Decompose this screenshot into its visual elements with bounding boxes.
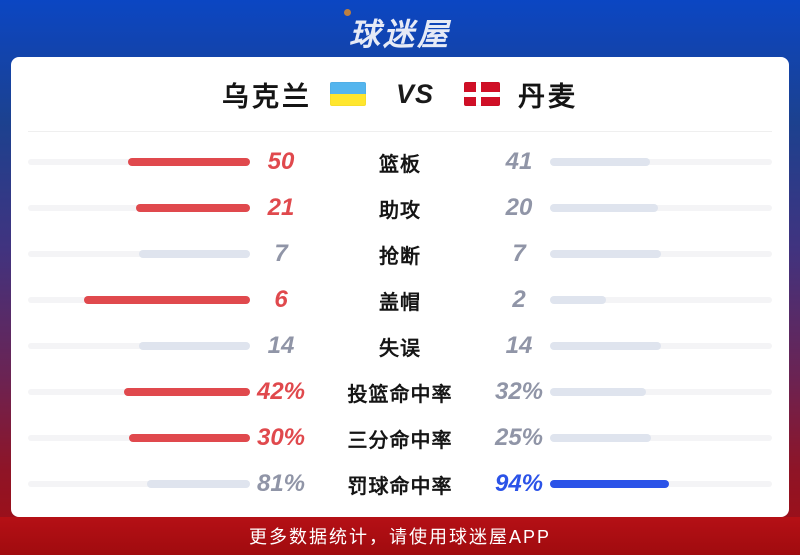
stat-label: 篮板 [379, 153, 421, 176]
home-bar-fill [147, 480, 250, 488]
away-stat-value: 7 [512, 240, 526, 267]
stat-label: 失误 [379, 337, 421, 360]
logo-ball-icon [344, 9, 351, 16]
stat-row: 42% 投篮命中率 32% [28, 369, 772, 415]
stat-row: 21 助攻 20 [28, 185, 772, 231]
header-divider [28, 131, 772, 132]
away-stat-bar [550, 434, 772, 442]
away-bar-fill [550, 204, 659, 212]
stat-row: 50 篮板 41 [28, 139, 772, 185]
home-bar-fill [139, 250, 250, 258]
away-bar-fill [550, 480, 670, 488]
home-team-name: 乌克兰 [221, 81, 312, 112]
away-bar-fill [550, 342, 661, 350]
home-stat-value: 30% [256, 424, 306, 451]
home-bar-fill [128, 434, 250, 442]
footer-banner: 更多数据统计，请使用球迷屋APP [0, 517, 800, 555]
app-logo-text: 球迷屋 [349, 16, 451, 52]
stat-row: 14 失误 14 [28, 323, 772, 369]
home-stat-bar [28, 342, 250, 350]
home-bar-fill [83, 296, 250, 304]
ukraine-flag-icon [329, 82, 366, 106]
away-bar-track [550, 389, 772, 395]
stat-label: 投篮命中率 [347, 383, 453, 406]
home-stat-value: 14 [267, 332, 295, 359]
stats-card: 乌克兰 VS 丹麦 50 篮板 41 21 助攻 20 [11, 57, 789, 517]
away-stat-value: 25% [494, 424, 544, 451]
away-bar-track [550, 159, 772, 165]
home-bar-track [28, 481, 250, 487]
home-stat-bar [28, 434, 250, 442]
away-bar-track [550, 205, 772, 211]
away-bar-fill [550, 296, 606, 304]
stat-row: 30% 三分命中率 25% [28, 415, 772, 461]
denmark-flag-icon [464, 82, 501, 106]
stat-row: 81% 罚球命中率 94% [28, 461, 772, 507]
stat-row: 7 抢断 7 [28, 231, 772, 277]
stat-row: 6 盖帽 2 [28, 277, 772, 323]
home-stat-value: 50 [267, 148, 295, 175]
away-bar-track [550, 435, 772, 441]
footer-cta-text: 更多数据统计，请使用球迷屋APP [248, 527, 552, 547]
home-stat-value: 42% [256, 378, 306, 405]
away-stat-bar [550, 296, 772, 304]
home-stat-bar [28, 388, 250, 396]
away-stat-bar [550, 204, 772, 212]
away-bar-fill [550, 158, 651, 166]
away-stat-value: 94% [494, 470, 544, 497]
away-stat-value: 2 [512, 286, 526, 313]
home-stat-bar [28, 158, 250, 166]
home-stat-value: 21 [267, 194, 295, 221]
stat-label: 盖帽 [379, 291, 421, 314]
away-stat-bar [550, 250, 772, 258]
stat-label: 助攻 [379, 199, 421, 222]
away-bar-track [550, 297, 772, 303]
app-logo: 球迷屋 [0, 9, 800, 52]
home-stat-bar [28, 296, 250, 304]
away-bar-fill [550, 388, 646, 396]
stat-rows: 50 篮板 41 21 助攻 20 7 抢断 7 [11, 132, 789, 507]
away-bar-fill [550, 434, 651, 442]
home-stat-bar [28, 250, 250, 258]
away-stat-bar [550, 388, 772, 396]
stat-label: 三分命中率 [347, 429, 453, 452]
away-bar-track [550, 343, 772, 349]
away-stat-bar [550, 158, 772, 166]
away-team-name: 丹麦 [518, 81, 579, 112]
away-stat-value: 32% [494, 378, 544, 405]
home-stat-value: 7 [274, 240, 288, 267]
away-bar-track [550, 251, 772, 257]
home-stat-bar [28, 204, 250, 212]
away-stat-value: 20 [505, 194, 533, 221]
away-stat-value: 14 [505, 332, 533, 359]
home-stat-value: 6 [274, 286, 288, 313]
home-stat-bar [28, 480, 250, 488]
away-stat-value: 41 [505, 148, 533, 175]
home-stat-value: 81% [256, 470, 306, 497]
away-bar-fill [550, 250, 661, 258]
home-bar-fill [128, 158, 250, 166]
away-stat-bar [550, 342, 772, 350]
stat-label: 罚球命中率 [347, 475, 453, 498]
home-bar-fill [124, 388, 250, 396]
away-stat-bar [550, 480, 772, 488]
match-header: 乌克兰 VS 丹麦 [11, 57, 789, 131]
stat-label: 抢断 [379, 245, 421, 268]
vs-label: VS [395, 78, 435, 109]
home-bar-fill [139, 342, 250, 350]
home-bar-fill [136, 204, 250, 212]
